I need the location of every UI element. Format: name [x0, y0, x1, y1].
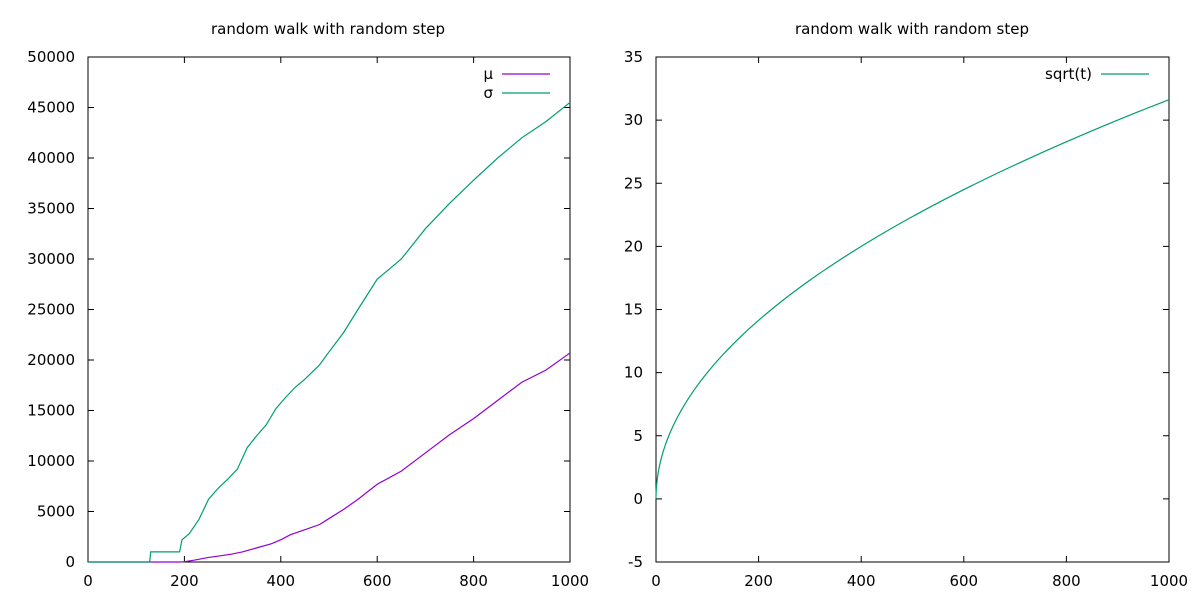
chart-right-x-tick-label: 200 — [744, 572, 773, 590]
chart-right-y-tick-label: 35 — [624, 48, 643, 66]
chart-left-y-tick-label: 0 — [65, 553, 75, 571]
chart-left-title: random walk with random step — [211, 20, 445, 38]
chart-right-legend-label-0: sqrt(t) — [1045, 65, 1092, 83]
chart-left-series-line-1 — [88, 101, 571, 563]
chart-right-y-tick-label: -5 — [628, 553, 643, 571]
chart-left-plot-frame — [87, 56, 571, 563]
chart-left-y-tick-label: 10000 — [27, 452, 75, 470]
chart-left-y-tick-label: 50000 — [27, 48, 75, 66]
chart-right-y-tick-label: 10 — [624, 364, 643, 382]
chart-left-legend: μσ — [483, 65, 550, 102]
chart-left-x-tick-label: 800 — [459, 572, 488, 590]
chart-right-x-tick-label: 600 — [949, 572, 978, 590]
chart-left-y-tick-label: 40000 — [27, 149, 75, 167]
chart-left: random walk with random step 0 200 400 600 8… — [27, 20, 589, 590]
chart-right-title: random walk with random step — [795, 20, 1029, 38]
chart-right: random walk with random step 0 200 400 600 8… — [624, 20, 1188, 590]
chart-right-y-tick-label: 20 — [624, 237, 643, 255]
chart-left-axes: 0 200 400 600 800 100005000100001500020000250… — [27, 48, 589, 590]
chart-left-y-tick-label: 15000 — [27, 402, 75, 420]
chart-left-y-tick-label: 35000 — [27, 200, 75, 218]
chart-left-y-tick-label: 20000 — [27, 351, 75, 369]
chart-left-y-tick-label: 25000 — [27, 301, 75, 319]
chart-right-x-tick-label: 800 — [1052, 572, 1081, 590]
chart-left-x-tick-label: 400 — [266, 572, 295, 590]
chart-right-y-tick-label: 5 — [633, 427, 643, 445]
chart-left-legend-label-0: μ — [483, 65, 493, 83]
chart-right-x-tick-label: 1000 — [1150, 572, 1188, 590]
chart-right-x-tick-label: 0 — [651, 572, 661, 590]
chart-left-series — [88, 101, 571, 563]
chart-left-x-tick-label: 1000 — [551, 572, 589, 590]
chart-right-legend: sqrt(t) — [1045, 65, 1149, 83]
chart-right-y-tick-label: 25 — [624, 174, 643, 192]
chart-right-series-line-0 — [655, 99, 1170, 499]
chart-right-series — [655, 99, 1170, 499]
chart-right-y-tick-label: 0 — [633, 490, 643, 508]
chart-right-axes: 0 200 400 600 800 1000 -5 0 5 10 15 20 25 30 35 — [624, 48, 1188, 590]
chart-left-x-tick-label: 600 — [363, 572, 392, 590]
chart-left-x-tick-label: 200 — [170, 572, 199, 590]
chart-left-x-tick-label: 0 — [83, 572, 93, 590]
chart-left-legend-label-1: σ — [483, 84, 493, 102]
chart-right-y-tick-label: 15 — [624, 301, 643, 319]
chart-right-plot-frame — [655, 56, 1170, 563]
chart-right-y-tick-label: 30 — [624, 111, 643, 129]
chart-right-x-tick-label: 400 — [847, 572, 876, 590]
chart-left-y-tick-label: 30000 — [27, 250, 75, 268]
chart-left-series-line-0 — [88, 352, 571, 563]
chart-left-y-tick-label: 5000 — [37, 503, 75, 521]
chart-left-y-tick-label: 45000 — [27, 99, 75, 117]
